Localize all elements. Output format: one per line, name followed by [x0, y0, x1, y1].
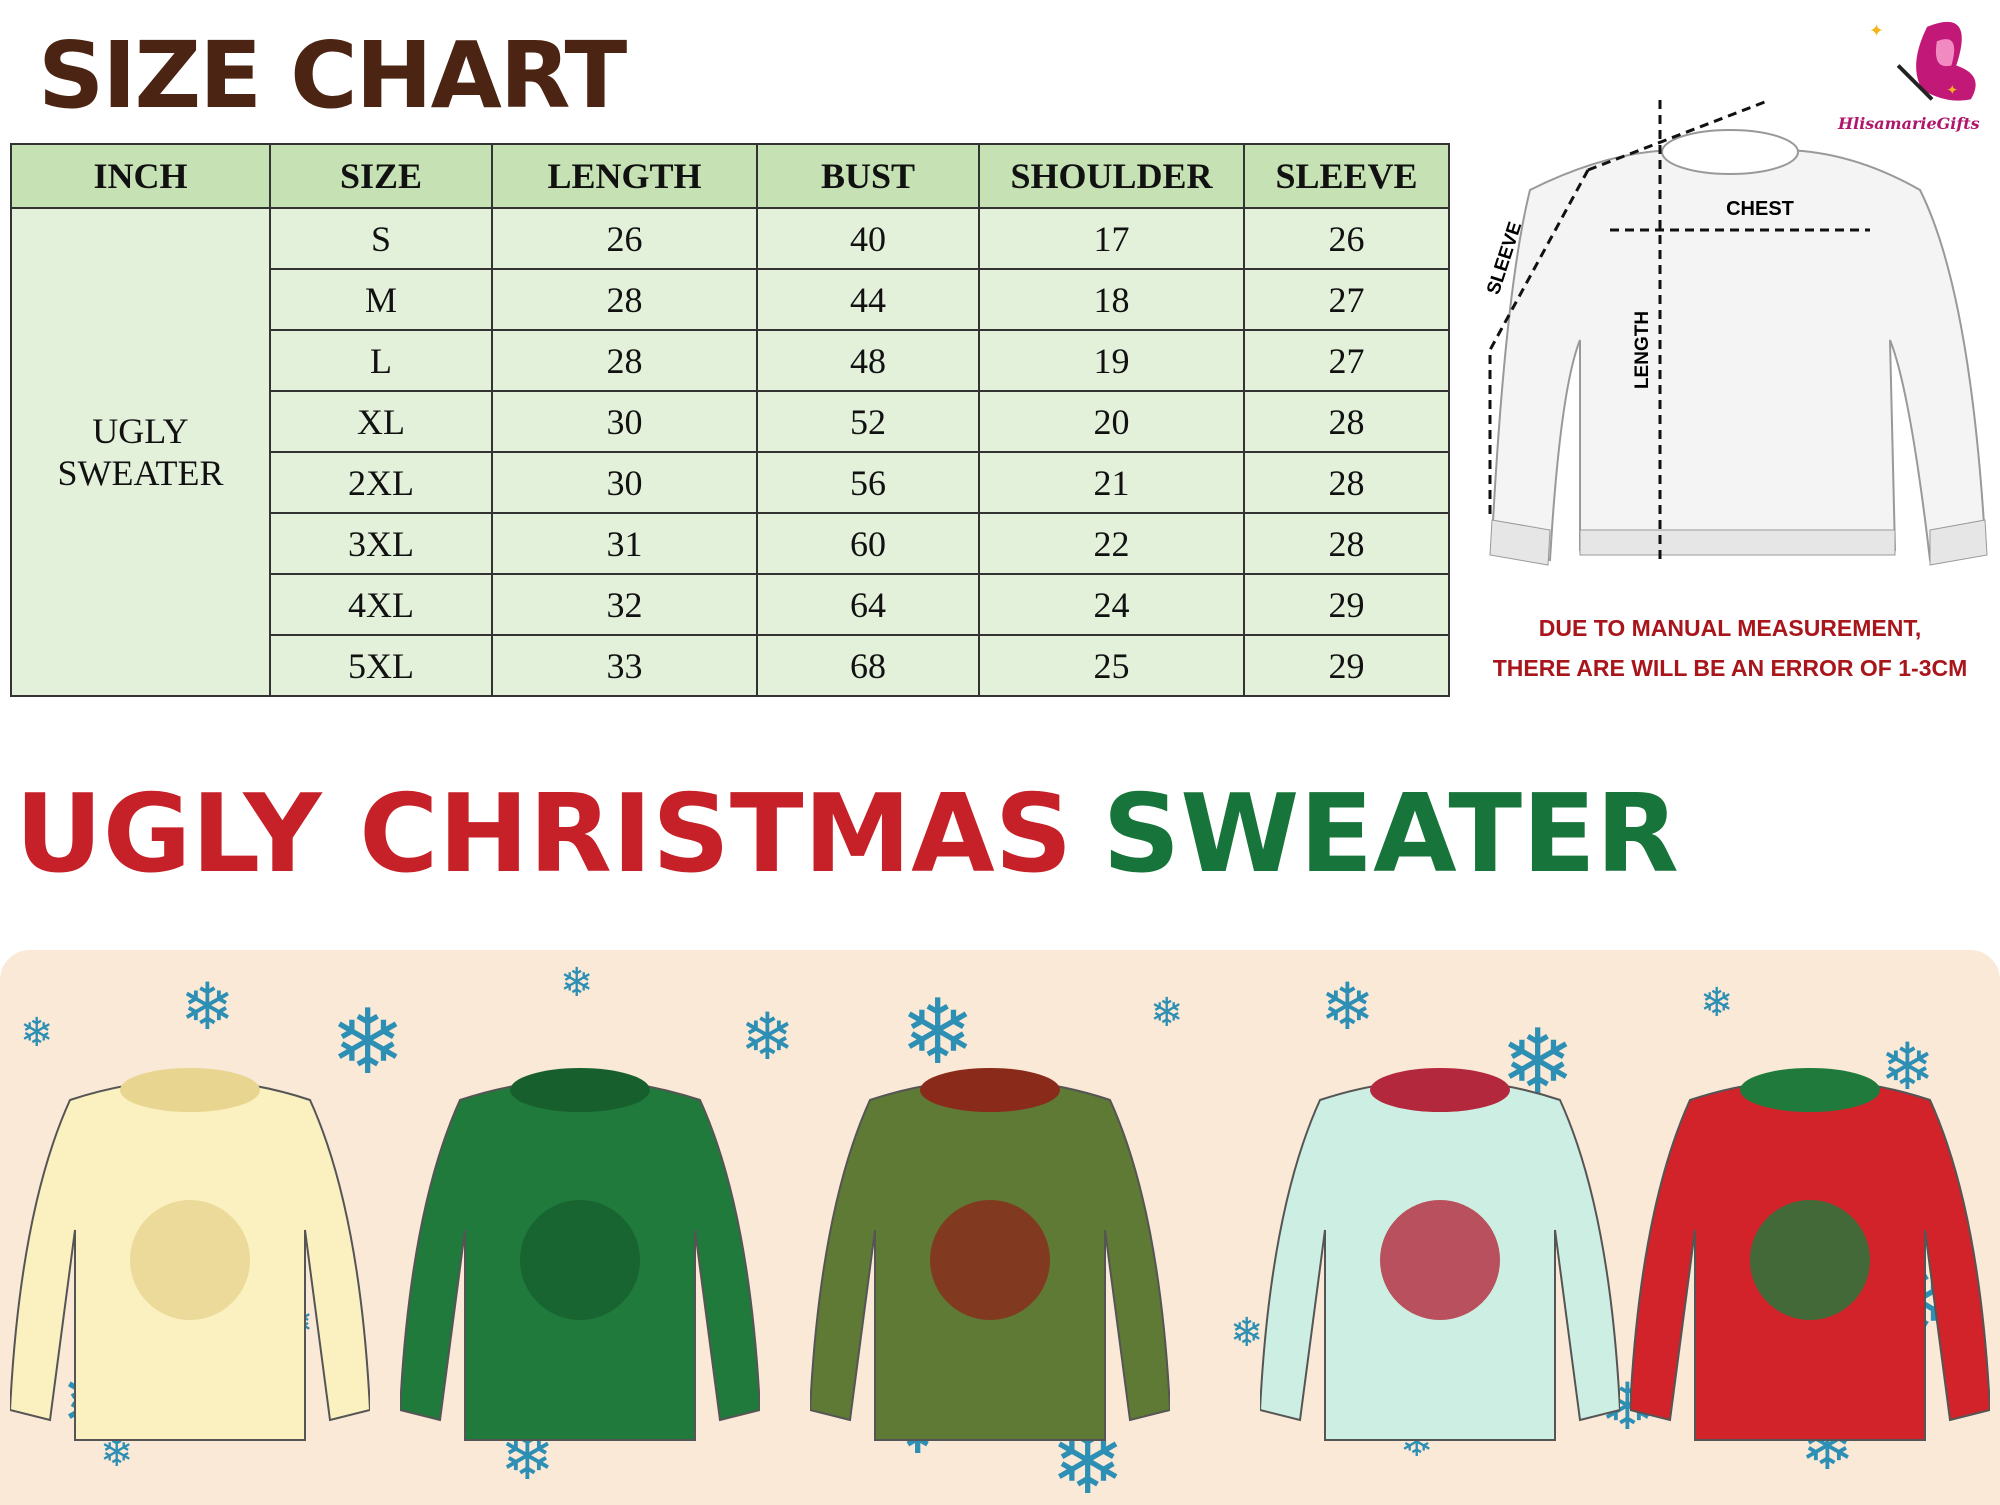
cell-sleeve: 28 [1243, 512, 1450, 575]
cell-sleeve: 26 [1243, 207, 1450, 270]
table-row: XL 30 52 20 28 [11, 390, 1450, 453]
snowflake-icon: ❄ [740, 1000, 795, 1075]
table-header-row: INCH SIZE LENGTH BUST SHOULDER SLEEVE [10, 143, 1450, 209]
cell-bust: 56 [756, 451, 980, 514]
cell-shoulder: 20 [978, 390, 1245, 453]
cell-bust: 60 [756, 512, 980, 575]
cell-sleeve: 27 [1243, 268, 1450, 331]
header-shoulder: SHOULDER [978, 143, 1245, 209]
size-table: INCH SIZE LENGTH BUST SHOULDER SLEEVE UG… [10, 143, 1450, 697]
cell-bust: 68 [756, 634, 980, 697]
table-row: M 28 44 18 27 [11, 268, 1450, 331]
ugly-christmas-sweater-banner: UGLY CHRISTMAS SWEATER [15, 745, 1985, 925]
svg-text:✦: ✦ [1869, 20, 1884, 40]
table-row: UGLY SWEATER S 26 40 17 26 [10, 207, 1450, 697]
cell-sleeve: 29 [1243, 634, 1450, 697]
cell-size: 2XL [269, 451, 493, 514]
cell-shoulder: 19 [978, 329, 1245, 392]
cell-bust: 48 [756, 329, 980, 392]
table-row: 3XL 31 60 22 28 [11, 512, 1450, 575]
cell-length: 28 [491, 268, 758, 331]
snowflake-icon: ❄ [560, 960, 594, 1006]
header-inch: INCH [10, 143, 271, 209]
snowflake-icon: ❄ [330, 990, 406, 1095]
length-label: LENGTH [1632, 311, 1653, 389]
snowflake-icon: ❄ [180, 970, 235, 1045]
snowflake-icon: ❄ [1700, 980, 1734, 1026]
header-length: LENGTH [491, 143, 758, 209]
cell-length: 33 [491, 634, 758, 697]
snowflake-icon: ❄ [1320, 970, 1375, 1045]
butterfly-logo-icon: ✦✦ [1869, 20, 1976, 101]
christmas-sweater-icon [810, 1068, 1170, 1441]
table-row: 5XL 33 68 25 29 [11, 634, 1450, 697]
cell-shoulder: 18 [978, 268, 1245, 331]
cell-shoulder: 22 [978, 512, 1245, 575]
table-row: 2XL 30 56 21 28 [11, 451, 1450, 514]
cell-size: S [269, 207, 493, 270]
brand-logo-text: HlisamarieGifts [1838, 114, 1980, 133]
cell-sleeve: 27 [1243, 329, 1450, 392]
note-line-1: DUE TO MANUAL MEASUREMENT, [1538, 615, 1922, 641]
sweater-illustration-panel: ❄❄❄❄❄❄❄❄❄❄❄❄❄❄❄❄❄❄❄❄❄❄❄ [0, 950, 2000, 1505]
measurement-note: DUE TO MANUAL MEASUREMENT, THERE ARE WIL… [1465, 608, 1995, 688]
cell-length: 28 [491, 329, 758, 392]
snowflake-icon: ❄ [900, 980, 976, 1085]
svg-text:✦: ✦ [1947, 83, 1959, 98]
sweater-measurement-diagram: CHEST LENGTH SLEEVE [1483, 98, 1988, 566]
cell-shoulder: 24 [978, 573, 1245, 636]
header-sleeve: SLEEVE [1243, 143, 1450, 209]
banner-green-text: SWEATER [1102, 772, 1679, 897]
cell-size: M [269, 268, 493, 331]
christmas-sweater-icon [10, 1068, 370, 1441]
cell-shoulder: 17 [978, 207, 1245, 270]
cell-size: 5XL [269, 634, 493, 697]
category-cell: UGLY SWEATER [10, 207, 271, 697]
snowflake-icon: ❄ [20, 1010, 54, 1056]
note-line-2: THERE ARE WILL BE AN ERROR OF 1-3CM [1492, 655, 1968, 681]
cell-bust: 44 [756, 268, 980, 331]
christmas-sweater-icon [400, 1068, 760, 1441]
cell-bust: 52 [756, 390, 980, 453]
cell-shoulder: 21 [978, 451, 1245, 514]
header-size: SIZE [269, 143, 493, 209]
cell-length: 26 [491, 207, 758, 270]
cell-bust: 64 [756, 573, 980, 636]
cell-bust: 40 [756, 207, 980, 270]
cell-sleeve: 29 [1243, 573, 1450, 636]
cell-size: 4XL [269, 573, 493, 636]
banner-red-text: UGLY CHRISTMAS [15, 772, 1073, 897]
cell-size: L [269, 329, 493, 392]
cell-size: XL [269, 390, 493, 453]
cell-length: 32 [491, 573, 758, 636]
snowflake-icon: ❄ [1150, 990, 1184, 1036]
chest-label: CHEST [1726, 198, 1794, 220]
table-row: 4XL 32 64 24 29 [11, 573, 1450, 636]
snowflake-icon: ❄ [1230, 1310, 1264, 1356]
page-title: SIZE CHART [38, 22, 627, 129]
header-bust: BUST [756, 143, 980, 209]
cell-length: 30 [491, 390, 758, 453]
cell-sleeve: 28 [1243, 390, 1450, 453]
cell-shoulder: 25 [978, 634, 1245, 697]
cell-sleeve: 28 [1243, 451, 1450, 514]
christmas-sweater-icon [1260, 1068, 1620, 1441]
table-row: L 28 48 19 27 [11, 329, 1450, 392]
cell-length: 31 [491, 512, 758, 575]
cell-length: 30 [491, 451, 758, 514]
cell-size: 3XL [269, 512, 493, 575]
christmas-sweater-icon [1630, 1068, 1990, 1441]
